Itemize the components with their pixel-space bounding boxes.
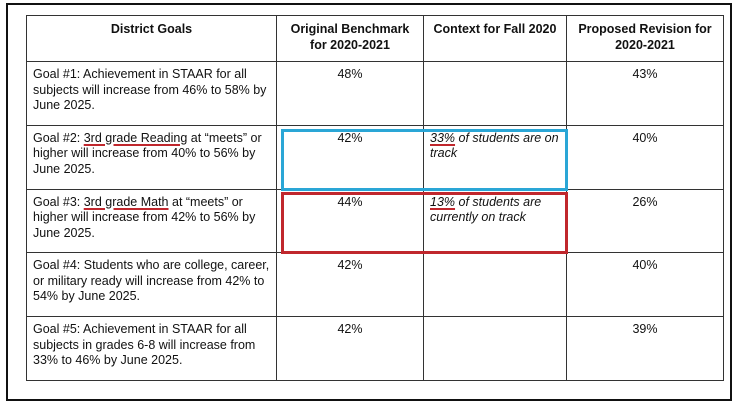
header-row: District Goals Original Benchmark for 20…: [26, 15, 724, 62]
revision-cell: 40%: [566, 124, 724, 190]
context-cell: 33% of students are on track: [423, 124, 567, 190]
context-cell: [423, 316, 567, 381]
goal-cell: Goal #2: 3rd grade Reading at “meets” or…: [26, 124, 277, 190]
goal-cell: Goal #1: Achievement in STAAR for all su…: [26, 61, 277, 126]
header-proposed-revision: Proposed Revision for 2020-2021: [566, 15, 724, 62]
benchmark-cell: 48%: [276, 61, 424, 126]
highlight-13-percent: 13%: [430, 194, 456, 209]
highlight-reading: 3rd grade Reading: [83, 130, 188, 145]
highlight-math: 3rd grade Math: [83, 194, 169, 209]
context-cell: [423, 252, 567, 318]
header-context-fall: Context for Fall 2020: [423, 15, 567, 62]
revision-cell: 43%: [566, 61, 724, 126]
header-original-benchmark: Original Benchmark for 2020-2021: [276, 15, 424, 62]
benchmark-cell: 42%: [276, 316, 424, 381]
table-row: Goal #2: 3rd grade Reading at “meets” or…: [26, 124, 724, 190]
goal-cell: Goal #5: Achievement in STAAR for all su…: [26, 316, 277, 381]
header-district-goals: District Goals: [26, 15, 277, 62]
benchmark-cell: 44%: [276, 188, 424, 254]
district-goals-table: District Goals Original Benchmark for 20…: [26, 15, 724, 381]
context-cell: [423, 61, 567, 126]
goal-cell: Goal #3: 3rd grade Math at “meets” or hi…: [26, 188, 277, 254]
table-row: Goal #3: 3rd grade Math at “meets” or hi…: [26, 188, 724, 254]
benchmark-cell: 42%: [276, 124, 424, 190]
highlight-33-percent: 33%: [430, 130, 456, 145]
goal-cell: Goal #4: Students who are college, caree…: [26, 252, 277, 318]
revision-cell: 26%: [566, 188, 724, 254]
table-row: Goal #4: Students who are college, caree…: [26, 252, 724, 318]
table-row: Goal #1: Achievement in STAAR for all su…: [26, 61, 724, 126]
benchmark-cell: 42%: [276, 252, 424, 318]
context-cell: 13% of students are currently on track: [423, 188, 567, 254]
revision-cell: 40%: [566, 252, 724, 318]
document-frame: District Goals Original Benchmark for 20…: [6, 3, 732, 401]
table-row: Goal #5: Achievement in STAAR for all su…: [26, 316, 724, 381]
revision-cell: 39%: [566, 316, 724, 381]
